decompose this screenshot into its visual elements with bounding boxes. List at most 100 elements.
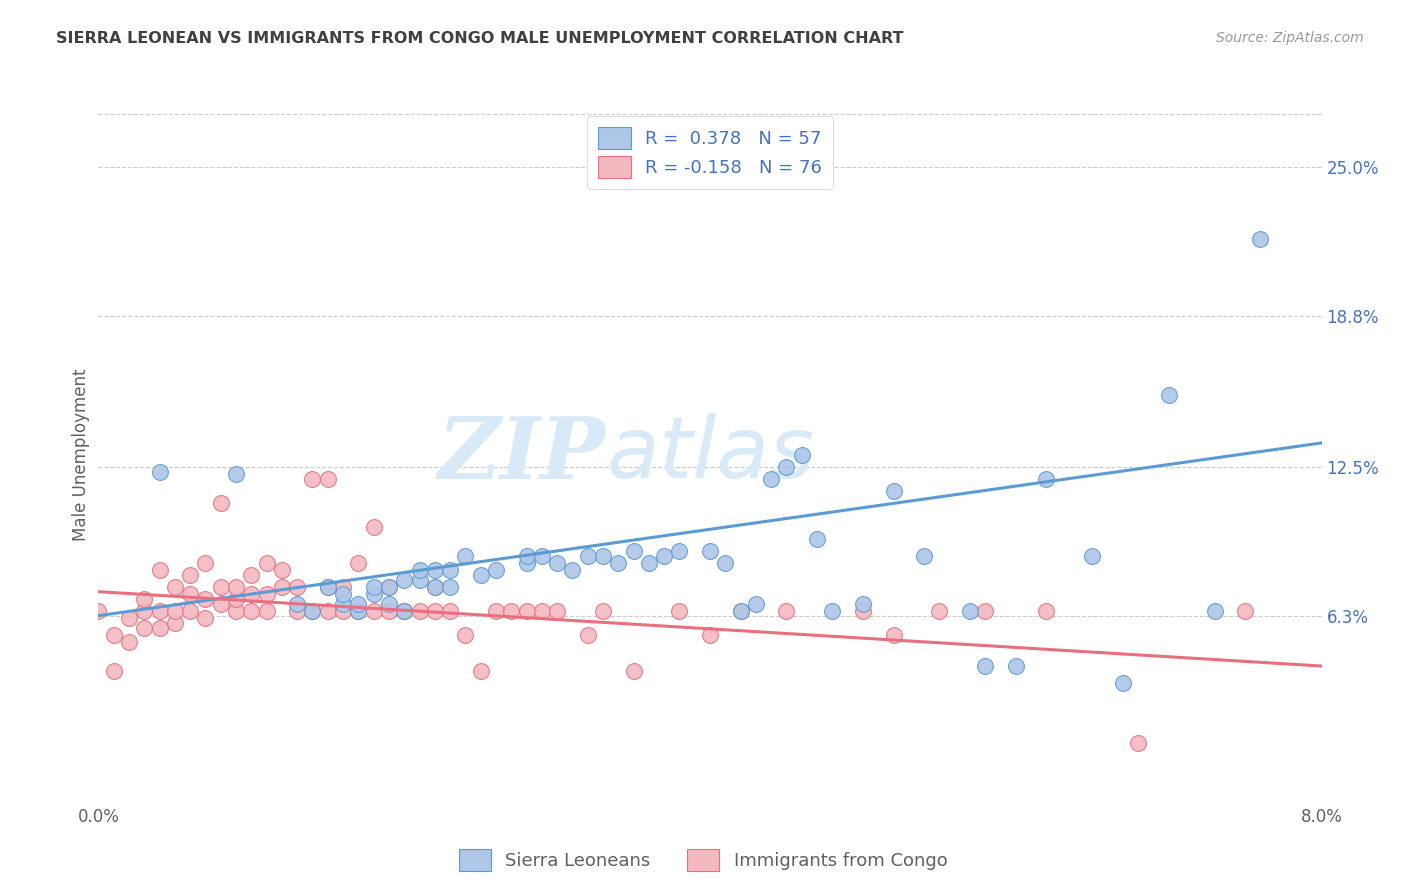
Point <box>209 580 232 594</box>
Text: SIERRA LEONEAN VS IMMIGRANTS FROM CONGO MALE UNEMPLOYMENT CORRELATION CHART: SIERRA LEONEAN VS IMMIGRANTS FROM CONGO … <box>56 31 904 46</box>
Point <box>745 597 768 611</box>
Point <box>240 587 263 601</box>
Point <box>652 549 675 563</box>
Legend: Sierra Leoneans, Immigrants from Congo: Sierra Leoneans, Immigrants from Congo <box>451 842 955 879</box>
Point <box>668 604 690 618</box>
Point <box>149 621 172 635</box>
Point <box>530 604 553 618</box>
Point <box>1004 659 1026 673</box>
Point <box>225 580 247 594</box>
Point <box>134 604 156 618</box>
Point <box>470 567 492 582</box>
Text: Source: ZipAtlas.com: Source: ZipAtlas.com <box>1216 31 1364 45</box>
Point <box>516 556 538 570</box>
Point <box>378 580 401 594</box>
Point <box>959 604 981 618</box>
Point <box>530 549 553 563</box>
Point <box>408 573 430 587</box>
Point <box>516 549 538 563</box>
Point <box>316 604 339 618</box>
Point <box>118 635 141 649</box>
Point <box>179 604 201 618</box>
Point <box>637 556 661 570</box>
Point <box>561 563 583 577</box>
Point <box>1035 472 1057 486</box>
Point <box>439 604 461 618</box>
Point <box>592 549 614 563</box>
Point <box>821 604 844 618</box>
Point <box>332 604 354 618</box>
Point <box>209 597 232 611</box>
Point <box>194 611 217 625</box>
Point <box>332 597 354 611</box>
Point <box>546 604 568 618</box>
Point <box>363 604 385 618</box>
Point <box>163 604 186 618</box>
Point <box>392 604 416 618</box>
Point <box>225 467 247 482</box>
Point <box>332 580 354 594</box>
Point <box>759 472 782 486</box>
Point <box>103 628 125 642</box>
Point <box>775 604 797 618</box>
Point <box>225 591 247 606</box>
Point <box>439 580 461 594</box>
Point <box>852 597 875 611</box>
Point <box>270 563 294 577</box>
Point <box>134 591 156 606</box>
Point <box>623 544 645 558</box>
Point <box>285 597 308 611</box>
Point <box>363 587 385 601</box>
Point <box>806 532 828 546</box>
Point <box>256 587 278 601</box>
Point <box>1157 388 1180 402</box>
Point <box>1112 676 1135 690</box>
Point <box>285 580 308 594</box>
Point <box>240 604 263 618</box>
Point <box>134 621 156 635</box>
Point <box>347 556 370 570</box>
Point <box>316 580 339 594</box>
Point <box>974 659 997 673</box>
Point <box>392 604 416 618</box>
Point <box>285 604 308 618</box>
Point <box>378 597 401 611</box>
Point <box>576 628 599 642</box>
Point <box>730 604 752 618</box>
Point <box>332 587 354 601</box>
Point <box>179 567 201 582</box>
Point <box>301 604 323 618</box>
Point <box>194 556 217 570</box>
Point <box>103 664 125 678</box>
Point <box>301 472 323 486</box>
Point <box>378 604 401 618</box>
Point <box>179 587 201 601</box>
Point <box>347 604 370 618</box>
Point <box>1204 604 1226 618</box>
Point <box>392 573 416 587</box>
Point <box>316 580 339 594</box>
Point <box>928 604 950 618</box>
Point <box>470 664 492 678</box>
Point <box>87 604 110 618</box>
Point <box>699 628 721 642</box>
Point <box>240 567 263 582</box>
Point <box>623 664 645 678</box>
Point <box>270 580 294 594</box>
Point <box>256 604 278 618</box>
Legend: R =  0.378   N = 57, R = -0.158   N = 76: R = 0.378 N = 57, R = -0.158 N = 76 <box>588 116 832 189</box>
Point <box>454 628 477 642</box>
Point <box>516 604 538 618</box>
Point <box>1035 604 1057 618</box>
Point <box>225 604 247 618</box>
Point <box>149 563 172 577</box>
Point <box>592 604 614 618</box>
Point <box>149 604 172 618</box>
Point <box>194 591 217 606</box>
Point <box>699 544 721 558</box>
Point <box>149 465 172 479</box>
Point <box>852 604 875 618</box>
Point <box>576 549 599 563</box>
Point <box>1234 604 1257 618</box>
Point <box>209 496 232 510</box>
